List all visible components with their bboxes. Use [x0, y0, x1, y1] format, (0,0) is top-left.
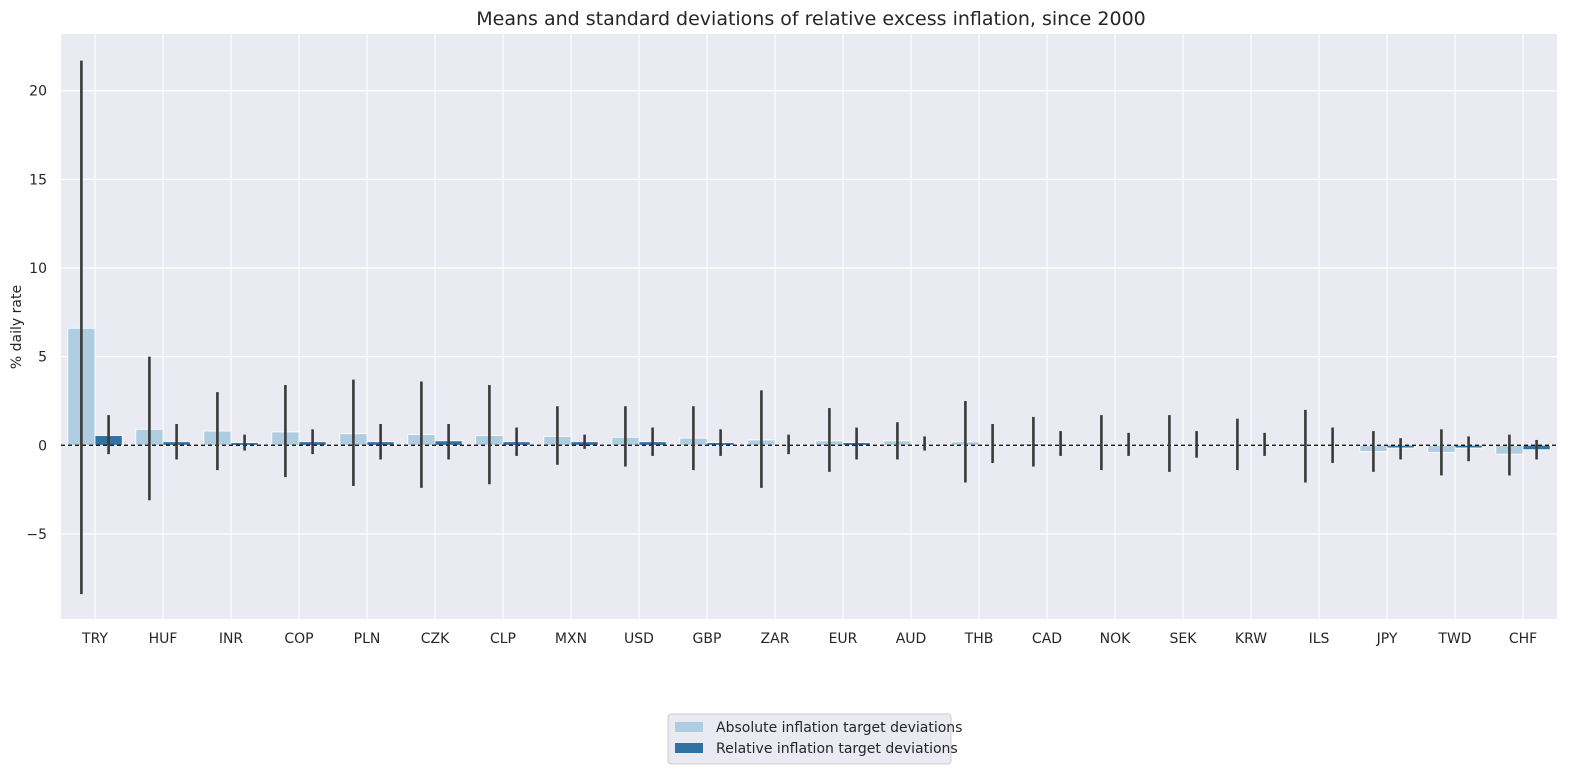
- y-tick-label: 20: [29, 84, 47, 100]
- x-tick-label: THB: [964, 631, 994, 647]
- legend-swatch-relative: [675, 743, 703, 753]
- x-tick-label: USD: [624, 631, 654, 647]
- x-tick-label: JPY: [1376, 631, 1398, 647]
- x-tick-label: MXN: [555, 631, 587, 647]
- x-tick-label: SEK: [1170, 631, 1198, 647]
- x-tick-label: CZK: [421, 631, 450, 647]
- error-bars: [80, 60, 1538, 595]
- y-axis-label: % daily rate: [9, 285, 25, 369]
- x-tick-label: COP: [284, 631, 313, 647]
- x-tick-label: PLN: [354, 631, 381, 647]
- legend: Absolute inflation target deviations Rel…: [667, 713, 962, 765]
- x-tick-label: TWD: [1437, 631, 1471, 647]
- y-tick-label: −5: [26, 527, 47, 543]
- legend-frame: [667, 713, 952, 765]
- x-tick-label: ZAR: [761, 631, 790, 647]
- x-tick-label: AUD: [896, 631, 927, 647]
- x-tick-label: GBP: [693, 631, 722, 647]
- y-tick-label: 5: [38, 350, 47, 366]
- plot-area: [61, 34, 1557, 619]
- x-tick-label: HUF: [149, 631, 178, 647]
- x-tick-label: ILS: [1309, 631, 1330, 647]
- y-axis-ticks: −5 0 5 10 15 20: [26, 84, 47, 543]
- legend-label-absolute: Absolute inflation target deviations: [716, 720, 962, 736]
- y-tick-label: 10: [29, 261, 47, 277]
- x-tick-label: CAD: [1032, 631, 1062, 647]
- x-axis-ticks: TRY HUF INR COP PLN CZK CLP MXN USD GBP ZAR EUR AUD T…: [81, 631, 1537, 647]
- legend-label-relative: Relative inflation target deviations: [716, 741, 958, 757]
- chart-title: Means and standard deviations of relativ…: [476, 8, 1146, 30]
- x-tick-label: CLP: [490, 631, 516, 647]
- legend-swatch-absolute: [675, 722, 703, 732]
- x-tick-label: EUR: [829, 631, 858, 647]
- x-tick-label: CHF: [1509, 631, 1537, 647]
- x-tick-label: NOK: [1100, 631, 1131, 647]
- x-tick-label: INR: [219, 631, 244, 647]
- x-tick-label: TRY: [81, 631, 108, 647]
- x-tick-label: KRW: [1235, 631, 1267, 647]
- y-tick-label: 0: [38, 438, 47, 454]
- grid-lines: [61, 34, 1557, 619]
- y-tick-label: 15: [29, 172, 47, 188]
